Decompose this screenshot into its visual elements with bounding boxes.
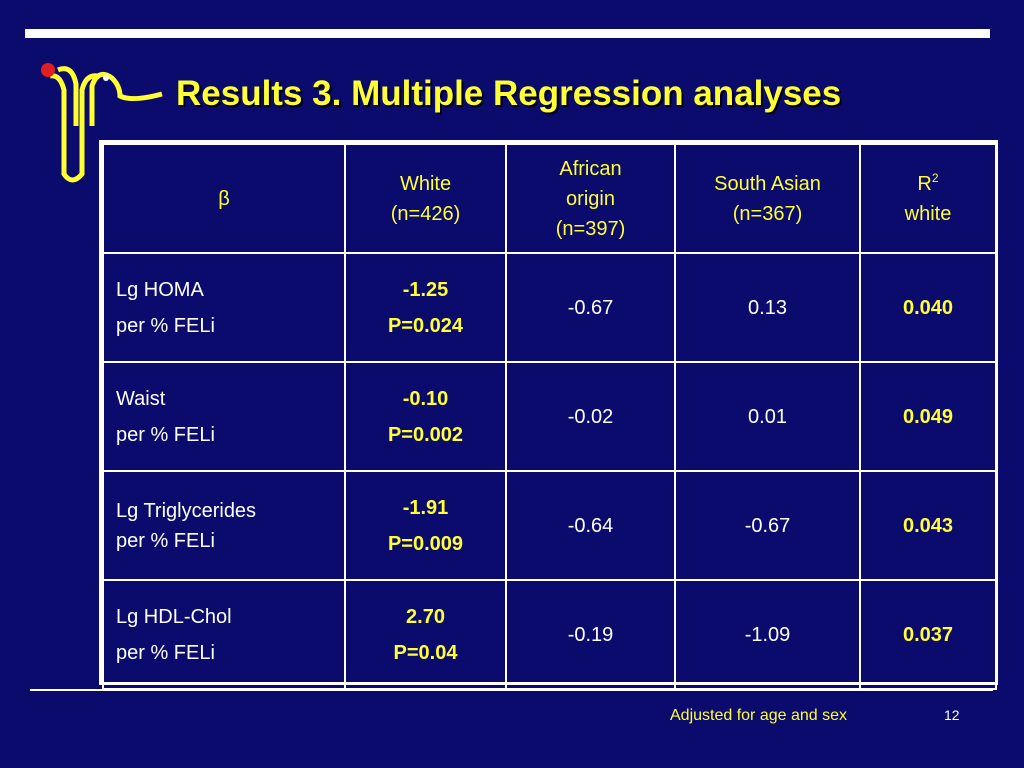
bent-tubes-logo-icon	[41, 63, 163, 183]
r2-cell: 0.043	[859, 470, 997, 581]
white-beta-cell: -0.10 P=0.002	[344, 361, 507, 472]
south-asian-cell: 0.01	[674, 361, 861, 472]
page-number: 12	[944, 707, 960, 723]
table-row: Waist per % FELi -0.10 P=0.002 -0.02 0.0…	[102, 361, 997, 472]
white-beta-cell: -1.91 P=0.009	[344, 470, 507, 581]
african-origin-cell: -0.64	[505, 470, 676, 581]
bottom-rule	[30, 689, 993, 691]
row-label: Lg HDL-Chol per % FELi	[102, 579, 346, 690]
south-asian-cell: -1.09	[674, 579, 861, 690]
south-asian-cell: -0.67	[674, 470, 861, 581]
header-south-asian: South Asian (n=367)	[674, 143, 861, 254]
regression-table: β White (n=426) African origin (n=397) S…	[99, 140, 998, 690]
south-asian-cell: 0.13	[674, 252, 861, 363]
footnote: Adjusted for age and sex	[670, 707, 848, 724]
african-origin-cell: -0.67	[505, 252, 676, 363]
header-beta: β	[102, 143, 346, 254]
white-beta-cell: 2.70 P=0.04	[344, 579, 507, 690]
table-header-row: β White (n=426) African origin (n=397) S…	[102, 143, 997, 254]
header-african-origin: African origin (n=397)	[505, 143, 676, 254]
white-beta-cell: -1.25 P=0.024	[344, 252, 507, 363]
african-origin-cell: -0.02	[505, 361, 676, 472]
row-label: Lg HOMA per % FELi	[102, 252, 346, 363]
slide-title: Results 3. Multiple Regression analyses	[176, 74, 842, 113]
r2-cell: 0.040	[859, 252, 997, 363]
header-r2-white: R2 white	[859, 143, 997, 254]
row-label: Lg Triglycerides per % FELi	[102, 470, 346, 581]
table-row: Lg HDL-Chol per % FELi 2.70 P=0.04 -0.19…	[102, 579, 997, 690]
row-label: Waist per % FELi	[102, 361, 346, 472]
african-origin-cell: -0.19	[505, 579, 676, 690]
r2-cell: 0.037	[859, 579, 997, 690]
r2-cell: 0.049	[859, 361, 997, 472]
table-row: Lg HOMA per % FELi -1.25 P=0.024 -0.67 0…	[102, 252, 997, 363]
top-rule	[25, 29, 990, 38]
header-white: White (n=426)	[344, 143, 507, 254]
table-row: Lg Triglycerides per % FELi -1.91 P=0.00…	[102, 470, 997, 581]
